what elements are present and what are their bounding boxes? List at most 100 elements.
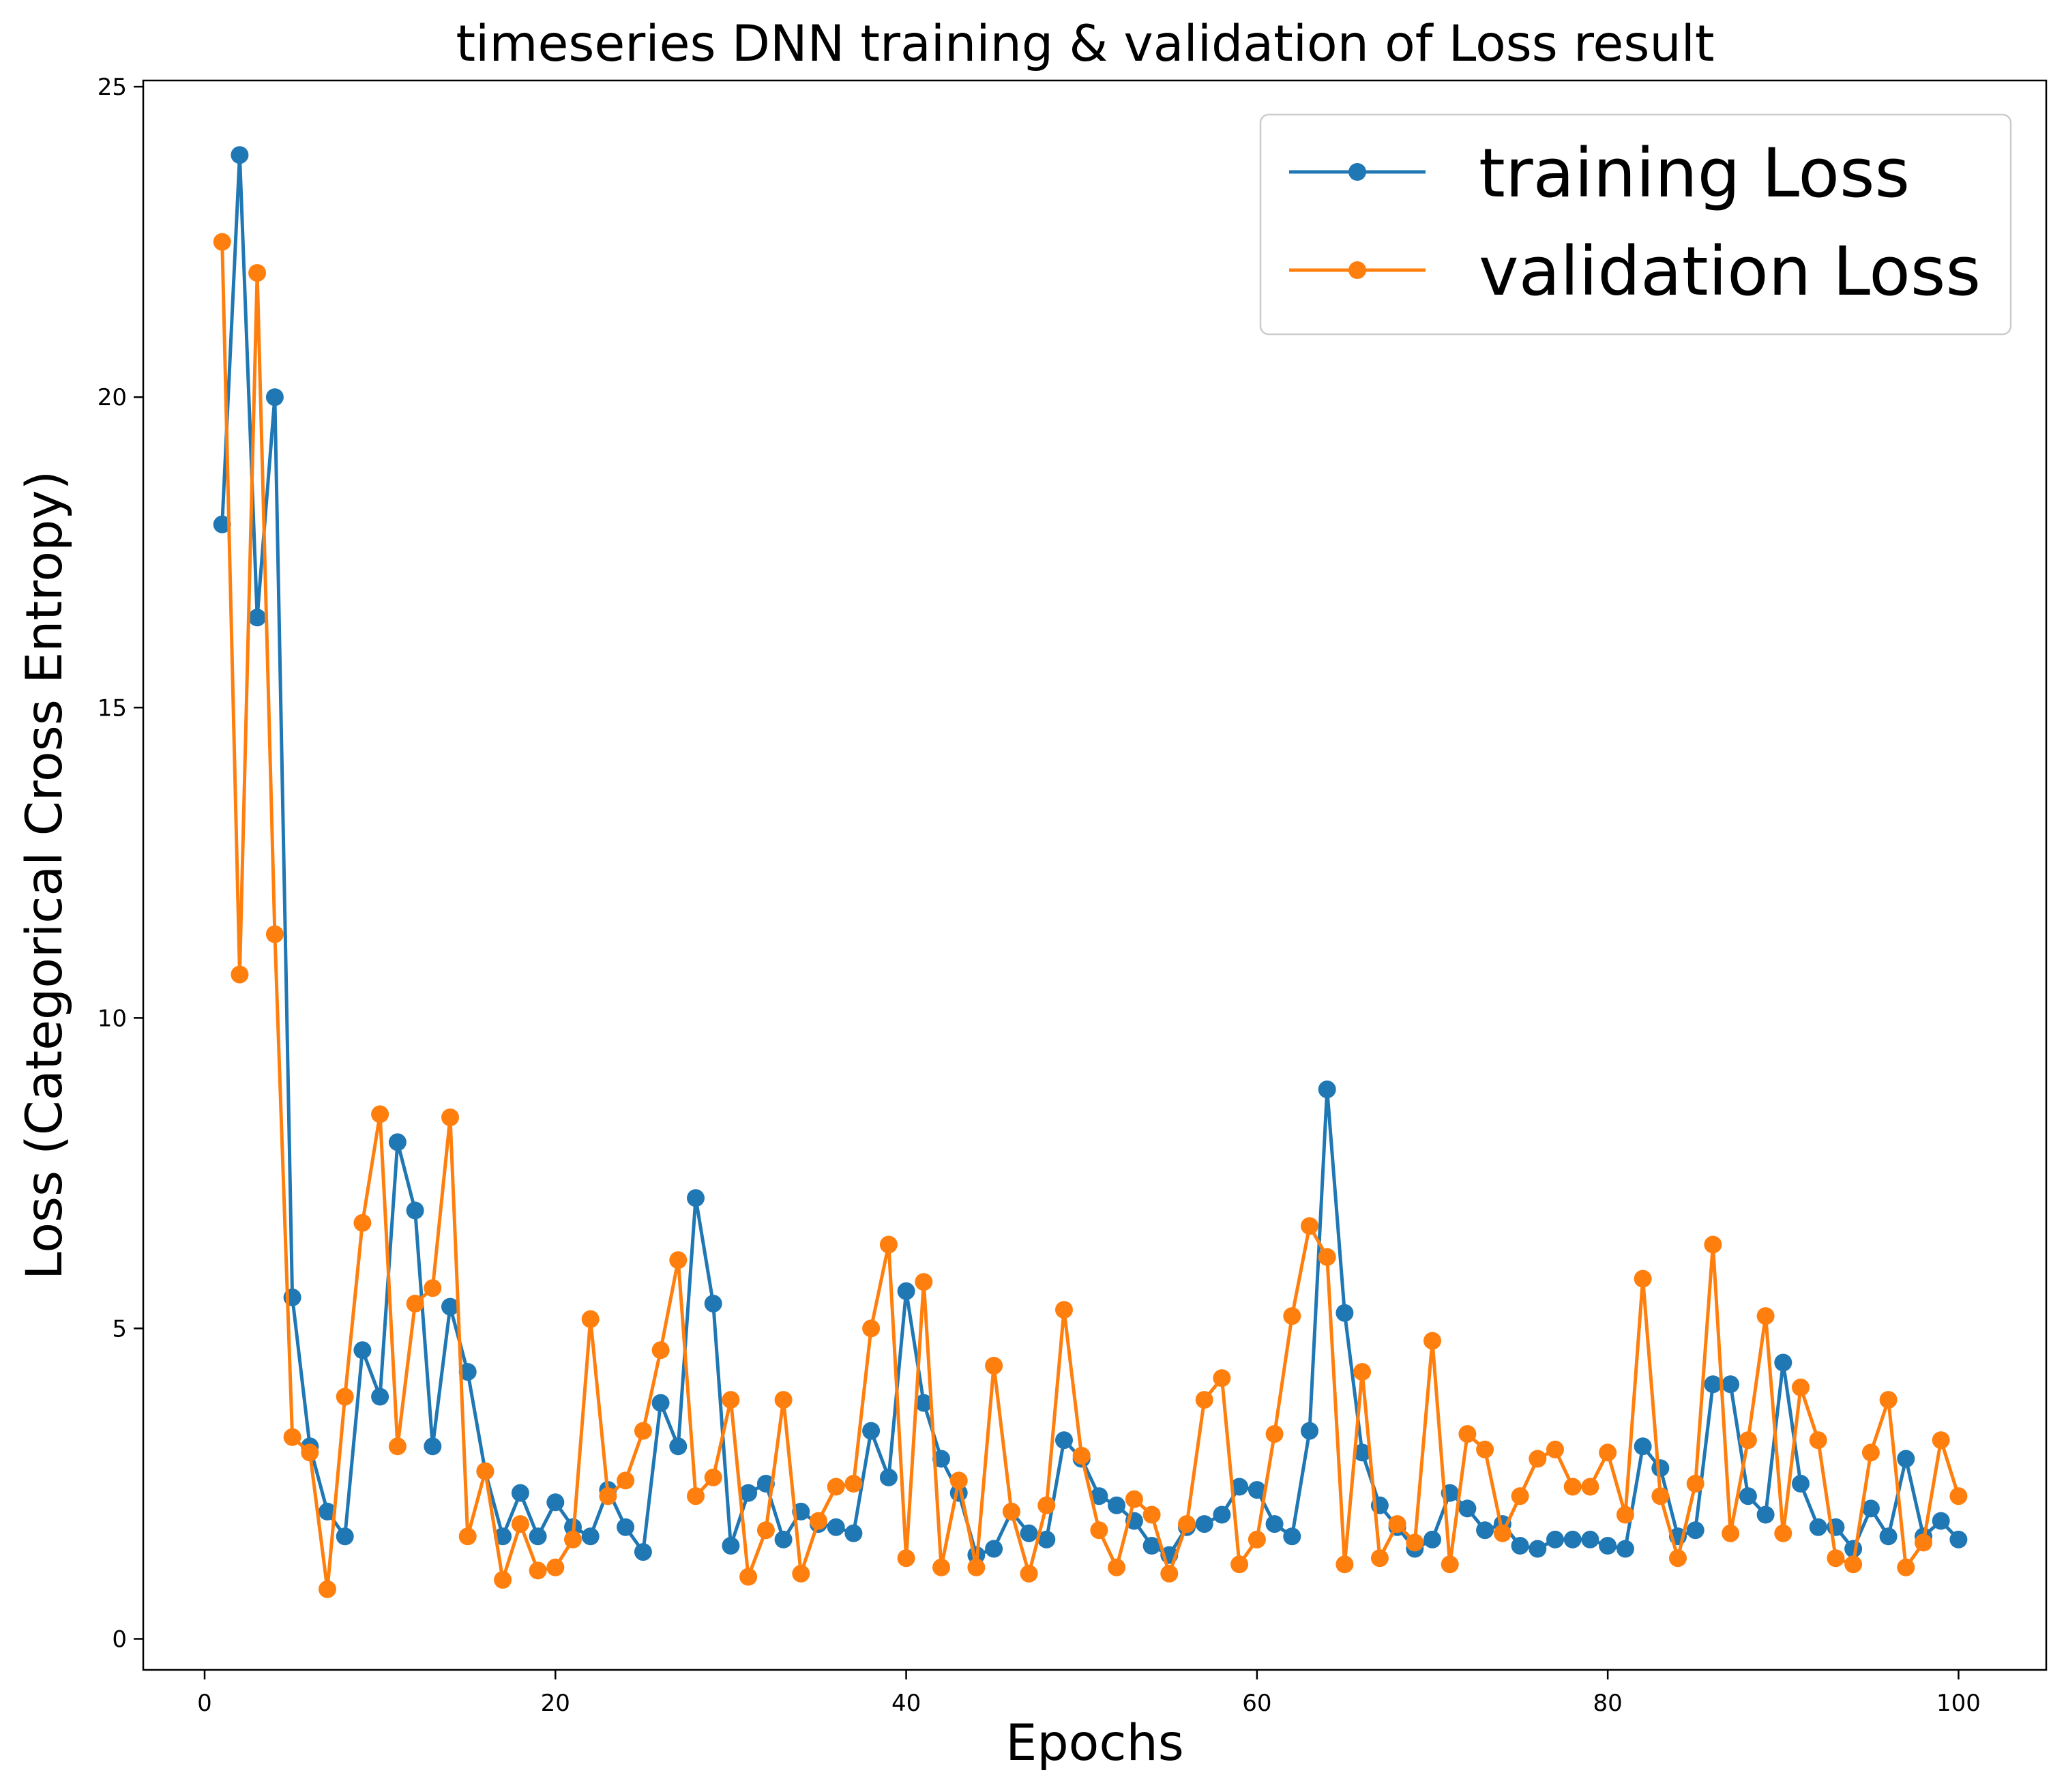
data-point-training-loss	[1476, 1521, 1494, 1540]
data-point-training-loss	[371, 1387, 389, 1406]
data-point-training-loss	[265, 388, 284, 407]
y-tick-label: 15	[98, 694, 127, 722]
data-point-training-loss	[1090, 1487, 1108, 1505]
data-point-training-loss	[1879, 1527, 1898, 1546]
data-point-training-loss	[546, 1493, 565, 1512]
data-point-training-loss	[1686, 1521, 1705, 1540]
data-point-training-loss	[1774, 1353, 1792, 1372]
data-point-validation-loss	[1651, 1487, 1670, 1505]
x-tick-label: 20	[541, 1690, 570, 1717]
data-point-validation-loss	[1125, 1490, 1143, 1508]
data-point-training-loss	[634, 1543, 652, 1561]
x-tick-label: 40	[891, 1690, 921, 1717]
data-point-training-loss	[336, 1527, 354, 1546]
data-point-training-loss	[1722, 1375, 1740, 1394]
data-point-validation-loss	[1634, 1269, 1652, 1288]
data-point-validation-loss	[1142, 1505, 1161, 1524]
data-point-validation-loss	[862, 1319, 881, 1338]
series-line-validation-loss	[220, 241, 1960, 1591]
data-point-validation-loss	[1511, 1487, 1529, 1505]
data-point-training-loss	[1932, 1512, 1950, 1530]
data-point-training-loss	[319, 1502, 336, 1521]
data-point-training-loss	[1458, 1499, 1477, 1518]
data-point-validation-loss	[985, 1357, 1003, 1375]
data-point-validation-loss	[897, 1549, 915, 1568]
data-point-validation-loss	[1353, 1363, 1372, 1381]
data-point-validation-loss	[879, 1235, 898, 1254]
data-point-training-loss	[1020, 1524, 1038, 1542]
data-point-training-loss	[827, 1518, 845, 1536]
data-point-training-loss	[494, 1527, 512, 1546]
data-point-validation-loss	[1581, 1478, 1599, 1496]
data-point-training-loss	[704, 1295, 722, 1312]
data-point-validation-loss	[1563, 1478, 1582, 1496]
data-point-training-loss	[388, 1133, 407, 1151]
data-point-validation-loss	[1861, 1443, 1880, 1462]
data-point-validation-loss	[546, 1558, 565, 1576]
data-point-training-loss	[1651, 1459, 1670, 1478]
data-point-validation-loss	[932, 1558, 950, 1576]
data-point-validation-loss	[1195, 1391, 1213, 1409]
data-point-validation-loss	[739, 1568, 758, 1586]
data-point-validation-loss	[371, 1105, 389, 1123]
x-tick-label: 60	[1242, 1690, 1271, 1717]
legend-label-validation: validation Loss	[1479, 233, 1981, 311]
data-point-validation-loss	[494, 1571, 512, 1589]
data-point-training-loss	[1529, 1540, 1547, 1558]
data-point-training-loss	[248, 608, 267, 627]
data-point-validation-loss	[319, 1580, 336, 1598]
data-point-training-loss	[353, 1341, 372, 1360]
data-point-validation-loss	[1879, 1391, 1898, 1409]
data-point-validation-loss	[1599, 1443, 1617, 1462]
data-point-training-loss	[985, 1540, 1003, 1558]
data-point-validation-loss	[949, 1471, 968, 1490]
data-point-validation-loss	[406, 1295, 424, 1312]
data-point-validation-loss	[1406, 1533, 1424, 1552]
data-point-training-loss	[1230, 1478, 1249, 1496]
data-point-validation-loss	[336, 1387, 354, 1406]
data-point-validation-loss	[1370, 1549, 1389, 1568]
data-point-training-loss	[669, 1437, 688, 1456]
data-point-training-loss	[1423, 1530, 1441, 1548]
data-point-validation-loss	[792, 1564, 810, 1583]
data-point-training-loss	[1195, 1515, 1213, 1533]
x-tick-label: 100	[1936, 1690, 1981, 1717]
data-point-validation-loss	[1213, 1369, 1231, 1387]
data-point-validation-loss	[1529, 1450, 1547, 1468]
series-validation-loss	[213, 233, 1968, 1598]
data-point-validation-loss	[756, 1521, 775, 1540]
data-point-validation-loss	[599, 1487, 617, 1505]
data-point-training-loss	[1301, 1422, 1318, 1440]
data-point-training-loss	[1704, 1375, 1722, 1394]
data-point-validation-loss	[1265, 1425, 1284, 1443]
data-point-training-loss	[1335, 1304, 1354, 1322]
data-point-training-loss	[529, 1527, 547, 1546]
data-point-validation-loss	[441, 1108, 459, 1126]
data-point-validation-loss	[1072, 1447, 1091, 1465]
data-point-validation-loss	[1283, 1307, 1301, 1325]
data-point-validation-loss	[634, 1422, 652, 1440]
data-point-training-loss	[213, 515, 231, 533]
data-point-training-loss	[1213, 1505, 1231, 1524]
data-point-validation-loss	[1020, 1564, 1038, 1583]
data-point-training-loss	[1634, 1437, 1652, 1456]
legend-box	[1259, 113, 2012, 336]
data-point-validation-loss	[1318, 1248, 1336, 1266]
data-point-validation-loss	[1178, 1515, 1196, 1533]
axes-frame	[142, 79, 2048, 1671]
data-point-validation-loss	[1774, 1524, 1792, 1542]
data-point-validation-loss	[248, 264, 267, 282]
data-point-training-loss	[1546, 1530, 1564, 1548]
data-point-validation-loss	[1827, 1549, 1845, 1568]
data-point-training-loss	[1055, 1431, 1073, 1450]
data-point-training-loss	[1353, 1443, 1372, 1462]
data-point-validation-loss	[669, 1251, 688, 1269]
x-axis-label: Epochs	[1005, 1714, 1184, 1772]
data-point-training-loss	[1599, 1537, 1617, 1555]
data-point-validation-loss	[1949, 1487, 1968, 1505]
data-point-validation-loss	[283, 1428, 301, 1446]
y-tick-label: 10	[98, 1005, 127, 1032]
data-point-validation-loss	[915, 1273, 933, 1291]
data-point-training-loss	[1563, 1530, 1582, 1548]
data-point-training-loss	[458, 1363, 477, 1381]
